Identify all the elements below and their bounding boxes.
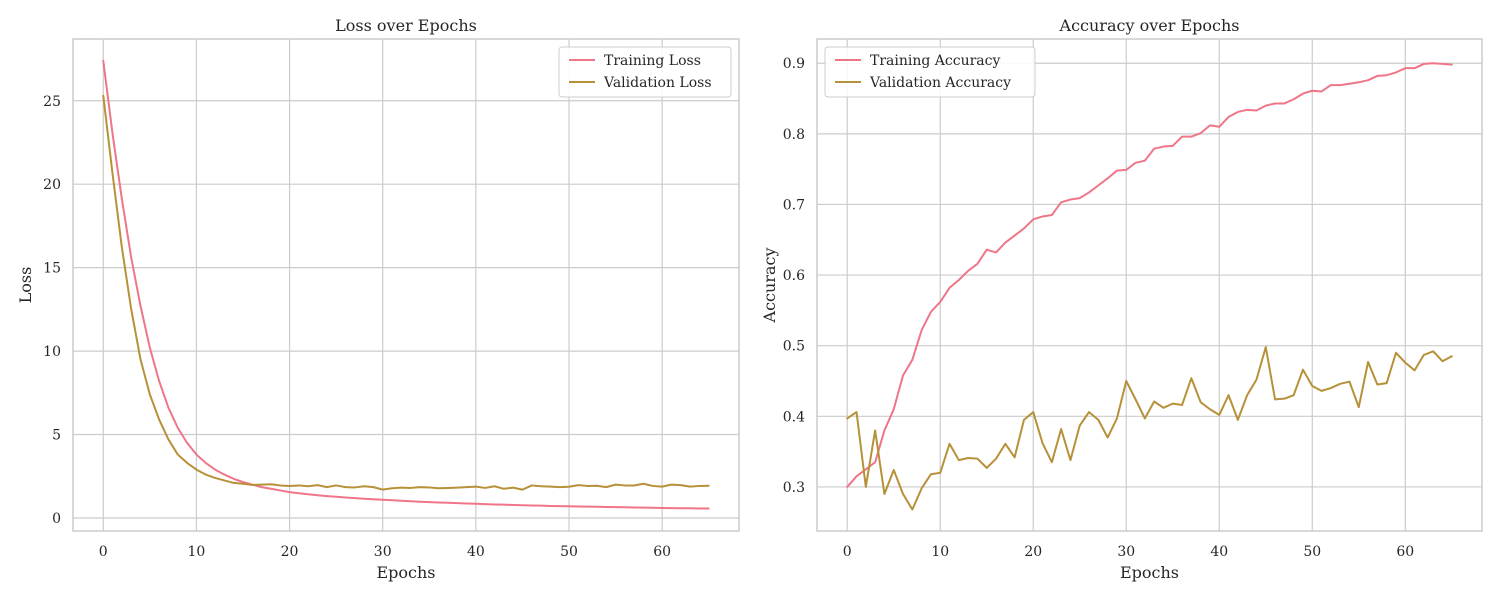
series-line-training-loss — [102, 59, 710, 510]
y-axis-label: Accuracy — [760, 248, 779, 324]
x-tick-label: 50 — [1303, 544, 1321, 560]
x-axis-label: Epochs — [376, 563, 435, 582]
y-tick-label: 0.8 — [783, 127, 805, 143]
legend-label: Validation Accuracy — [869, 75, 1011, 91]
y-tick-label: 0.4 — [783, 409, 805, 425]
chart-title: Loss over Epochs — [335, 16, 477, 35]
y-tick-label: 20 — [43, 177, 61, 193]
y-axis-label: Loss — [16, 267, 35, 304]
series-line-validation-loss — [102, 94, 710, 491]
x-tick-label: 20 — [281, 544, 299, 560]
y-tick-label: 0.7 — [783, 197, 805, 213]
legend-label: Training Loss — [604, 53, 701, 69]
x-tick-label: 0 — [843, 544, 852, 560]
legend-label: Validation Loss — [603, 75, 712, 91]
x-tick-label: 60 — [653, 544, 671, 560]
x-tick-label: 60 — [1396, 544, 1414, 560]
plot-frame — [816, 38, 1483, 532]
x-tick-label: 10 — [931, 544, 949, 560]
x-tick-label: 30 — [374, 544, 392, 560]
y-tick-label: 10 — [43, 344, 61, 360]
y-tick-label: 15 — [43, 261, 61, 277]
plot-frame — [72, 38, 740, 532]
x-axis-label: Epochs — [1120, 563, 1179, 582]
x-tick-label: 10 — [188, 544, 206, 560]
x-tick-label: 20 — [1024, 544, 1042, 560]
accuracy-chart: 0 10 20 30 40 50 60 0.3 0.4 0.5 0.6 0.7 0.8 0.9 Accura… — [760, 16, 1483, 582]
y-tick-label: 0.5 — [783, 339, 805, 355]
series-line-validation-accuracy — [846, 346, 1453, 511]
y-tick-label: 0 — [52, 511, 61, 527]
y-tick-label: 0.9 — [783, 56, 805, 72]
x-tick-label: 0 — [99, 544, 108, 560]
loss-chart: 0 10 20 30 40 50 60 0 5 10 15 20 25 Loss over Epochs E… — [16, 16, 740, 582]
y-tick-label: 25 — [43, 94, 61, 110]
chart-title: Accuracy over Epochs — [1059, 16, 1240, 35]
x-tick-label: 40 — [1210, 544, 1228, 560]
legend: Training Accuracy Validation Accuracy — [824, 46, 1036, 98]
series-line-training-accuracy — [846, 62, 1453, 488]
legend-box — [824, 46, 1036, 98]
legend-label: Training Accuracy — [870, 53, 1000, 69]
x-tick-label: 30 — [1117, 544, 1135, 560]
x-tick-label: 50 — [560, 544, 578, 560]
y-tick-label: 5 — [52, 428, 61, 444]
legend: Training Loss Validation Loss — [558, 46, 732, 98]
legend-box — [558, 46, 732, 98]
x-tick-label: 40 — [467, 544, 485, 560]
y-tick-label: 0.6 — [783, 268, 805, 284]
y-tick-label: 0.3 — [783, 480, 805, 496]
